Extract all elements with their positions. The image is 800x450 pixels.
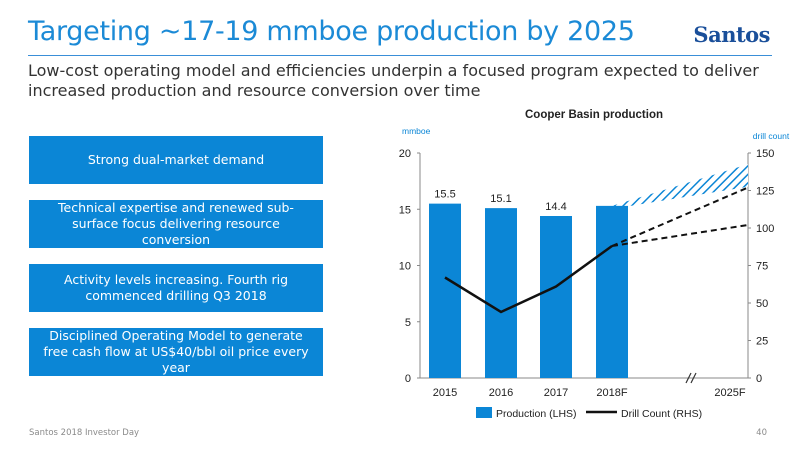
- y-right-tick-label: 75: [756, 261, 768, 273]
- y-right-tick-label: 25: [756, 336, 768, 348]
- x-tick-label: 2015: [433, 387, 457, 399]
- footer-event: Santos 2018 Investor Day: [29, 428, 140, 438]
- drill-count-projection-high: [611, 186, 749, 247]
- x-tick-label: 2025F: [714, 387, 745, 399]
- production-bar-label: 15.5: [434, 189, 455, 201]
- y-left-tick-label: 0: [405, 373, 411, 385]
- legend-production-swatch: [476, 407, 492, 418]
- production-bar: [596, 205, 628, 378]
- page-subtitle: Low-cost operating model and efficiencie…: [28, 61, 759, 100]
- y-left-tick-label: 5: [405, 317, 411, 329]
- axis-break-mark: [685, 372, 692, 384]
- key-point-technical: Technical expertise and renewed sub-surf…: [29, 200, 323, 248]
- y-left-tick-label: 10: [399, 261, 411, 273]
- page-number: 40: [756, 428, 767, 438]
- drill-count-line: [444, 244, 613, 314]
- production-projection-range: [612, 164, 748, 209]
- y-left-tick-label: 20: [399, 148, 411, 160]
- drill-count-projection-low: [611, 224, 749, 247]
- key-point-demand: Strong dual-market demand: [29, 136, 323, 184]
- legend-production-label: Production (LHS): [496, 408, 577, 420]
- y-axis-left-label: mmboe: [402, 126, 431, 136]
- key-points: Strong dual-market demand Technical expe…: [29, 136, 323, 392]
- y-right-tick-label: 50: [756, 298, 768, 310]
- axis-break-mark: [690, 372, 697, 384]
- key-point-operating-model: Disciplined Operating Model to generate …: [29, 328, 323, 376]
- key-point-activity: Activity levels increasing. Fourth rig c…: [29, 264, 323, 312]
- x-tick-label: 2017: [544, 387, 568, 399]
- y-left-tick-label: 15: [399, 204, 411, 216]
- legend-drill-count-label: Drill Count (RHS): [621, 408, 702, 420]
- x-tick-label: 2016: [489, 387, 513, 399]
- production-bar: [485, 208, 517, 378]
- y-right-tick-label: 0: [756, 373, 762, 385]
- y-right-tick-label: 125: [756, 186, 774, 198]
- y-right-tick-label: 150: [756, 148, 774, 160]
- y-axis-right-label: drill count: [753, 131, 790, 141]
- y-right-tick-label: 100: [756, 223, 774, 235]
- production-bar: [429, 203, 461, 378]
- production-bar-label: 15.1: [490, 193, 511, 205]
- x-tick-label: 2018F: [596, 387, 627, 399]
- production-bar-label: 14.4: [545, 201, 566, 213]
- chart-title: Cooper Basin production: [525, 109, 663, 121]
- santos-logo: Santos: [693, 22, 770, 47]
- title-divider: [28, 55, 772, 56]
- production-bar: [540, 216, 572, 378]
- cooper-basin-chart: Cooper Basin production mmboe drill count 0…: [399, 109, 790, 420]
- page-title: Targeting ~17-19 mmboe production by 202…: [28, 16, 635, 47]
